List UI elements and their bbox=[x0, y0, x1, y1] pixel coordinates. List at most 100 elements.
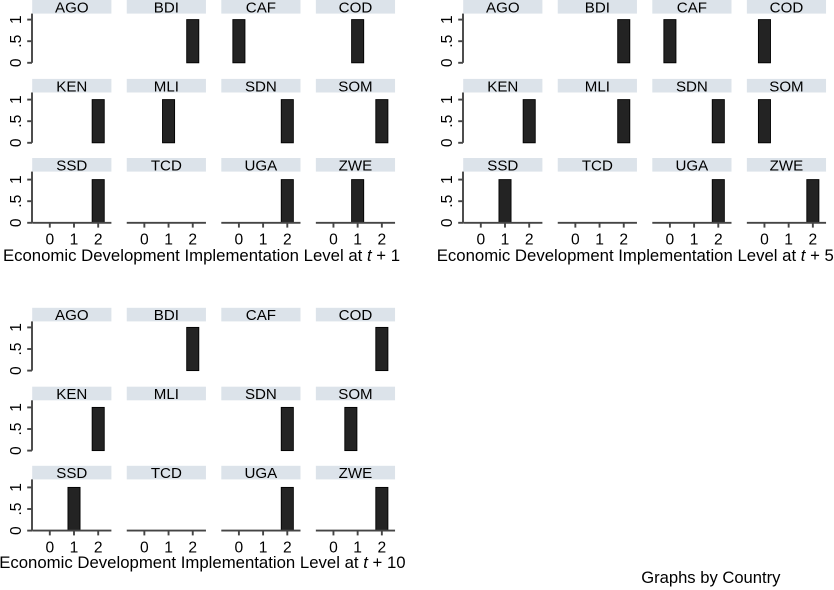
svg-text:2: 2 bbox=[378, 232, 387, 249]
svg-text:.5: .5 bbox=[8, 114, 25, 127]
svg-text:SSD: SSD bbox=[56, 465, 87, 482]
svg-text:1: 1 bbox=[439, 95, 456, 104]
svg-text:TCD: TCD bbox=[151, 157, 182, 174]
svg-text:0: 0 bbox=[8, 446, 25, 455]
svg-text:1: 1 bbox=[353, 232, 362, 249]
svg-text:2: 2 bbox=[283, 232, 292, 249]
svg-text:0: 0 bbox=[235, 540, 244, 557]
svg-text:KEN: KEN bbox=[56, 386, 87, 403]
svg-text:TCD: TCD bbox=[582, 157, 613, 174]
svg-text:1: 1 bbox=[70, 540, 79, 557]
svg-text:0: 0 bbox=[329, 232, 338, 249]
svg-text:2: 2 bbox=[378, 540, 387, 557]
svg-text:.5: .5 bbox=[439, 194, 456, 207]
svg-text:COD: COD bbox=[339, 307, 373, 324]
svg-text:1: 1 bbox=[439, 15, 456, 24]
svg-text:0: 0 bbox=[8, 366, 25, 375]
svg-text:0: 0 bbox=[8, 526, 25, 535]
svg-text:UGA: UGA bbox=[676, 157, 710, 174]
svg-text:MLI: MLI bbox=[154, 78, 179, 95]
svg-text:0: 0 bbox=[8, 138, 25, 147]
svg-text:0: 0 bbox=[45, 232, 54, 249]
svg-text:BDI: BDI bbox=[585, 0, 610, 16]
svg-text:0: 0 bbox=[760, 232, 769, 249]
svg-text:1: 1 bbox=[8, 175, 25, 184]
svg-text:1: 1 bbox=[439, 175, 456, 184]
svg-text:1: 1 bbox=[8, 483, 25, 492]
svg-text:2: 2 bbox=[809, 232, 818, 249]
svg-text:BDI: BDI bbox=[154, 307, 179, 324]
svg-text:KEN: KEN bbox=[56, 78, 87, 95]
svg-text:Economic Development Implement: Economic Development Implementation Leve… bbox=[437, 246, 834, 265]
svg-text:0: 0 bbox=[45, 540, 54, 557]
svg-text:SDN: SDN bbox=[676, 78, 708, 95]
svg-text:KEN: KEN bbox=[487, 78, 518, 95]
svg-text:AGO: AGO bbox=[55, 0, 89, 16]
svg-text:SOM: SOM bbox=[769, 78, 803, 95]
svg-text:1: 1 bbox=[595, 232, 604, 249]
svg-text:ZWE: ZWE bbox=[770, 157, 804, 174]
svg-text:1: 1 bbox=[164, 232, 173, 249]
svg-text:UGA: UGA bbox=[245, 157, 279, 174]
svg-text:.5: .5 bbox=[8, 502, 25, 515]
svg-text:1: 1 bbox=[8, 95, 25, 104]
svg-text:Graphs by Country: Graphs by Country bbox=[641, 568, 781, 587]
svg-text:0: 0 bbox=[329, 540, 338, 557]
svg-text:ZWE: ZWE bbox=[339, 157, 373, 174]
svg-text:0: 0 bbox=[439, 58, 456, 67]
svg-text:COD: COD bbox=[339, 0, 373, 16]
svg-text:1: 1 bbox=[259, 540, 268, 557]
svg-text:.5: .5 bbox=[439, 114, 456, 127]
svg-text:CAF: CAF bbox=[246, 0, 276, 16]
svg-text:1: 1 bbox=[690, 232, 699, 249]
svg-text:SDN: SDN bbox=[245, 78, 277, 95]
svg-text:2: 2 bbox=[94, 540, 103, 557]
svg-text:SOM: SOM bbox=[338, 78, 372, 95]
svg-text:ZWE: ZWE bbox=[339, 465, 373, 482]
svg-text:SSD: SSD bbox=[56, 157, 87, 174]
svg-text:2: 2 bbox=[188, 540, 197, 557]
svg-text:1: 1 bbox=[8, 323, 25, 332]
svg-text:0: 0 bbox=[140, 540, 149, 557]
svg-text:0: 0 bbox=[666, 232, 675, 249]
svg-text:1: 1 bbox=[164, 540, 173, 557]
svg-text:.5: .5 bbox=[8, 422, 25, 435]
svg-text:COD: COD bbox=[770, 0, 804, 16]
svg-text:0: 0 bbox=[8, 58, 25, 67]
svg-text:0: 0 bbox=[439, 138, 456, 147]
svg-text:.5: .5 bbox=[8, 34, 25, 47]
svg-text:2: 2 bbox=[283, 540, 292, 557]
svg-text:1: 1 bbox=[501, 232, 510, 249]
svg-text:2: 2 bbox=[94, 232, 103, 249]
svg-text:1: 1 bbox=[70, 232, 79, 249]
svg-text:MLI: MLI bbox=[154, 386, 179, 403]
svg-text:0: 0 bbox=[439, 218, 456, 227]
svg-text:0: 0 bbox=[8, 218, 25, 227]
svg-text:SOM: SOM bbox=[338, 386, 372, 403]
svg-text:1: 1 bbox=[784, 232, 793, 249]
svg-text:Economic Development Implement: Economic Development Implementation Leve… bbox=[0, 553, 406, 572]
svg-text:1: 1 bbox=[259, 232, 268, 249]
svg-text:0: 0 bbox=[235, 232, 244, 249]
svg-text:.5: .5 bbox=[439, 34, 456, 47]
svg-text:2: 2 bbox=[525, 232, 534, 249]
svg-text:BDI: BDI bbox=[154, 0, 179, 16]
svg-text:AGO: AGO bbox=[486, 0, 520, 16]
svg-text:CAF: CAF bbox=[246, 307, 276, 324]
svg-text:Economic Development Implement: Economic Development Implementation Leve… bbox=[3, 246, 400, 265]
svg-text:2: 2 bbox=[714, 232, 723, 249]
svg-text:UGA: UGA bbox=[245, 465, 279, 482]
svg-text:.5: .5 bbox=[8, 342, 25, 355]
svg-text:1: 1 bbox=[353, 540, 362, 557]
svg-text:AGO: AGO bbox=[55, 307, 89, 324]
svg-text:1: 1 bbox=[8, 15, 25, 24]
svg-text:0: 0 bbox=[140, 232, 149, 249]
svg-text:1: 1 bbox=[8, 403, 25, 412]
svg-text:0: 0 bbox=[571, 232, 580, 249]
svg-text:SSD: SSD bbox=[487, 157, 518, 174]
svg-text:.5: .5 bbox=[8, 194, 25, 207]
svg-text:2: 2 bbox=[619, 232, 628, 249]
svg-text:0: 0 bbox=[476, 232, 485, 249]
svg-text:MLI: MLI bbox=[585, 78, 610, 95]
svg-text:CAF: CAF bbox=[677, 0, 707, 16]
